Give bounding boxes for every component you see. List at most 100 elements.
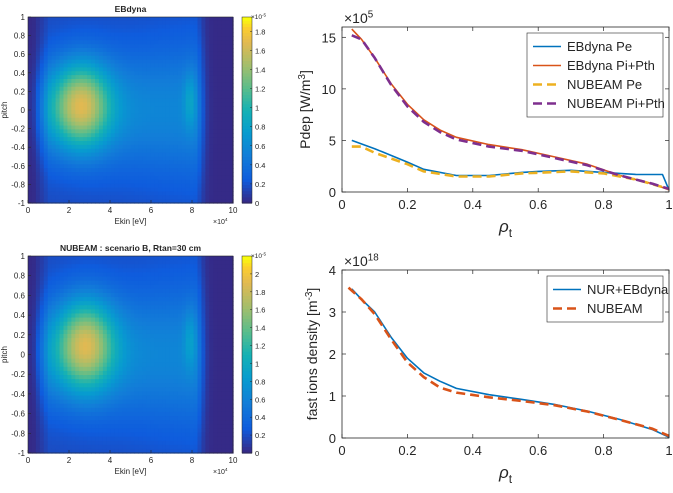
heatmap-cell: [205, 55, 210, 61]
heatmap-cell: [229, 152, 234, 158]
heatmap-cell: [150, 28, 155, 34]
heatmap-cell: [98, 420, 104, 425]
heatmap-cell: [189, 110, 195, 115]
heatmap-cell: [130, 160, 136, 165]
heatmap-cell: [114, 55, 120, 61]
heatmap-cell: [130, 317, 136, 323]
heatmap-cell: [189, 17, 195, 22]
heatmap-cell: [63, 403, 69, 409]
heatmap-cell: [83, 195, 88, 200]
heatmap-cell: [225, 17, 230, 22]
heatmap-cell: [165, 329, 171, 335]
heatmap-cell: [98, 40, 104, 45]
heatmap-cell: [138, 411, 143, 417]
heatmap-cell: [126, 191, 132, 196]
heatmap-cell: [138, 98, 143, 103]
heatmap-cell: [229, 102, 234, 107]
heatmap-cell: [67, 199, 72, 204]
heatmap-cell: [189, 191, 195, 196]
heatmap-cell: [31, 440, 37, 446]
heatmap-cell: [130, 309, 136, 315]
heatmap-cell: [126, 113, 132, 119]
heatmap-cell: [221, 297, 226, 302]
heatmap-cell: [35, 366, 41, 372]
heatmap-cell: [118, 164, 124, 169]
heatmap-cell: [150, 172, 155, 177]
heatmap-cell: [91, 168, 96, 173]
heatmap-cell: [150, 317, 155, 323]
heatmap-cell: [162, 354, 167, 360]
heatmap-cell: [165, 121, 171, 127]
heatmap-cell: [91, 375, 96, 380]
heatmap-cell: [63, 48, 69, 53]
heatmap-cell: [87, 297, 92, 302]
heatmap-cell: [122, 424, 128, 429]
heatmap-cell: [221, 172, 226, 177]
heatmap-cell: [154, 309, 159, 315]
heatmap-cell: [146, 338, 151, 343]
heatmap-cell: [31, 284, 37, 290]
heatmap-cell: [181, 354, 187, 360]
heatmap-cell: [110, 420, 116, 425]
heatmap-cell: [158, 191, 163, 196]
heatmap-cell: [79, 82, 84, 88]
heatmap-cell: [83, 288, 88, 294]
heatmap-cell: [193, 17, 199, 22]
heatmap-cells: [28, 17, 234, 204]
heatmap-cell: [59, 137, 65, 142]
heatmap-cell: [146, 98, 151, 103]
heatmap-cell: [142, 133, 147, 138]
heatmap-cell: [59, 260, 65, 265]
heatmap-cell: [31, 288, 37, 294]
heatmap-cell: [63, 276, 69, 282]
colorbar-tick-label: 1.6: [255, 46, 265, 55]
heatmap-cell: [75, 407, 80, 413]
heatmap-cell: [28, 379, 33, 384]
heatmap-cell: [225, 36, 230, 41]
heatmap-cell: [31, 379, 37, 384]
heatmap-cell: [35, 94, 41, 99]
heatmap-cell: [102, 268, 108, 274]
heatmap-cell: [31, 141, 37, 146]
heatmap-cell: [158, 325, 163, 331]
heatmap-cell: [106, 24, 112, 30]
heatmap-cell: [75, 436, 80, 442]
heatmap-cell: [201, 117, 206, 123]
heatmap-cell: [35, 362, 41, 368]
heatmap-cell: [221, 317, 226, 323]
heatmap-cell: [209, 444, 214, 450]
heatmap-cell: [47, 183, 53, 189]
heatmap-cell: [185, 28, 191, 34]
heatmap-cell: [43, 40, 49, 45]
heatmap-cell: [217, 141, 222, 146]
heatmap-cell: [142, 321, 147, 327]
heatmap-cell: [91, 59, 96, 65]
heatmap-cell: [158, 67, 163, 72]
heatmap-cell: [201, 183, 206, 189]
heatmap-cell: [197, 268, 203, 274]
heatmap-cell: [71, 117, 76, 123]
heatmap-cell: [75, 342, 80, 347]
heatmap-cell: [67, 317, 72, 323]
heatmap-cell: [95, 79, 100, 84]
heatmap-cell: [91, 113, 96, 119]
heatmap-cell: [51, 17, 57, 22]
heatmap-cell: [79, 106, 84, 111]
heatmap-cell: [134, 125, 139, 130]
heatmap-cell: [142, 280, 147, 286]
heatmap-cell: [165, 354, 171, 360]
heatmap-cell: [142, 183, 147, 189]
heatmap-cell: [142, 370, 147, 376]
heatmap-cell: [28, 175, 33, 181]
heatmap-cell: [106, 129, 112, 134]
heatmap-cell: [59, 428, 65, 434]
heatmap-cell: [55, 309, 61, 315]
heatmap-cell: [138, 301, 143, 306]
heatmap-cell: [67, 63, 72, 68]
heatmap-cell: [217, 342, 222, 347]
heatmap-cell: [146, 129, 151, 134]
heatmap-cell: [79, 28, 84, 34]
heatmap-cell: [102, 358, 108, 364]
heatmap-cell: [63, 79, 69, 84]
heatmap-cell: [79, 59, 84, 65]
